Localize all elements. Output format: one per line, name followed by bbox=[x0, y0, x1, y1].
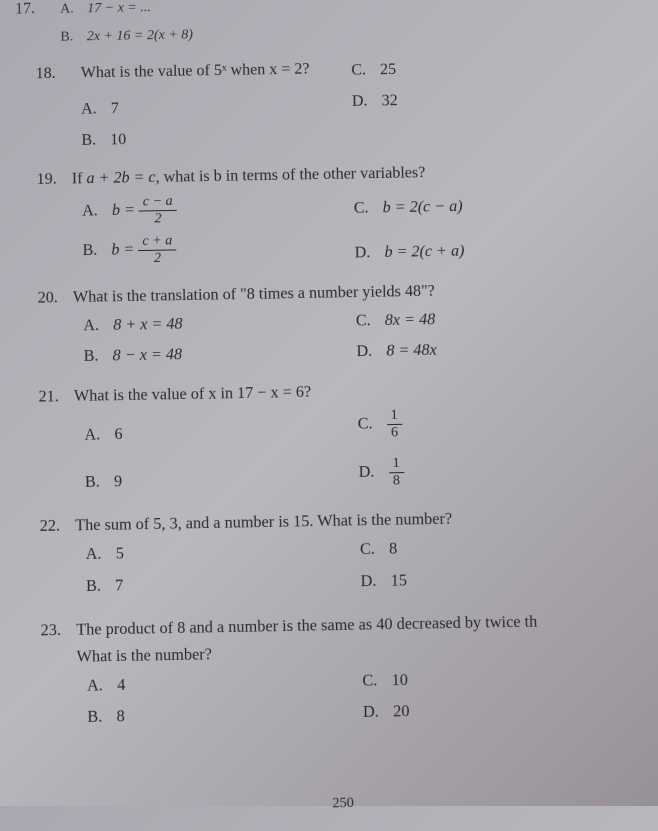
question-19: 19. If a + 2b = c, what is b in terms of… bbox=[72, 160, 635, 270]
q21-optB: B. 9 bbox=[85, 467, 359, 495]
q20-optB: B. 8 − x = 48 bbox=[84, 341, 357, 369]
q21-optD: D. 1 8 bbox=[358, 456, 404, 489]
q22-optC: C. 8 bbox=[360, 538, 407, 562]
q23-optD: D. 20 bbox=[363, 701, 410, 725]
q21-optA: A. 6 bbox=[84, 419, 358, 447]
q23-optB: B. 8 bbox=[87, 702, 363, 730]
q18-optC: C. 25 bbox=[351, 59, 397, 82]
question-22: 22. The sum of 5, 3, and a number is 15.… bbox=[75, 507, 643, 598]
q19-optB: B. b = c + a 2 bbox=[82, 231, 354, 267]
q17-number: 17. bbox=[15, 0, 35, 18]
q22-text: The sum of 5, 3, and a number is 15. Wha… bbox=[75, 507, 642, 536]
question-18: 18. What is the value of 5ˣ when x = 2? … bbox=[71, 55, 632, 152]
q17-optA: A. 17 − x = ... bbox=[60, 0, 330, 19]
q21-text: What is the value of x in 17 − x = 6? bbox=[74, 377, 639, 405]
q20-optC: C. 8x = 48 bbox=[356, 309, 437, 333]
q22-optA: A. 5 bbox=[86, 539, 361, 567]
q18-optA: A. 7 bbox=[81, 94, 352, 121]
q21-optC: C. 1 6 bbox=[357, 408, 403, 441]
q19-optD: D. b = 2(c + a) bbox=[354, 241, 464, 266]
page-content: 17. A. 17 − x = ... B. 2x + 16 = 2(x + 8… bbox=[0, 0, 658, 831]
q23-text2: What is the number? bbox=[76, 638, 645, 667]
q20-text: What is the translation of "8 times a nu… bbox=[73, 279, 636, 307]
fraction: c − a 2 bbox=[139, 195, 177, 227]
fraction: 1 6 bbox=[386, 408, 402, 440]
q19-optC: C. b = 2(c − a) bbox=[354, 196, 464, 221]
question-17: 17. A. 17 − x = ... B. 2x + 16 = 2(x + 8… bbox=[50, 0, 629, 47]
q23-text: The product of 8 and a number is the sam… bbox=[76, 611, 644, 640]
q17-optB: B. 2x + 16 = 2(x + 8) bbox=[60, 23, 331, 47]
q23-optC: C. 10 bbox=[362, 669, 409, 693]
page-number: 250 bbox=[332, 795, 354, 812]
q18-text: What is the value of 5ˣ when x = 2? bbox=[81, 60, 352, 83]
q20-optA: A. 8 + x = 48 bbox=[83, 310, 356, 338]
q22-optB: B. 7 bbox=[86, 570, 361, 598]
q19-text: If a + 2b = c, what is b in terms of the… bbox=[72, 160, 633, 188]
q19-optA: A. b = c − a 2 bbox=[82, 192, 354, 228]
fraction: 1 8 bbox=[388, 456, 404, 488]
q21-number: 21. bbox=[38, 387, 58, 406]
q23-optA: A. 4 bbox=[87, 670, 363, 698]
q20-number: 20. bbox=[38, 289, 58, 308]
q18-number: 18. bbox=[36, 65, 56, 83]
fraction: c + a 2 bbox=[138, 234, 176, 266]
question-21: 21. What is the value of x in 17 − x = 6… bbox=[74, 377, 641, 494]
q18-optD: D. 32 bbox=[352, 90, 398, 113]
q20-optD: D. 8 = 48x bbox=[356, 340, 437, 364]
q22-optD: D. 15 bbox=[360, 570, 407, 594]
q23-number: 23. bbox=[41, 622, 62, 641]
q18-optB: B. 10 bbox=[81, 125, 352, 152]
q19-number: 19. bbox=[37, 171, 57, 190]
question-20: 20. What is the translation of "8 times … bbox=[73, 279, 638, 369]
q22-number: 22. bbox=[40, 518, 60, 537]
question-23: 23. The product of 8 and a number is the… bbox=[76, 611, 647, 730]
